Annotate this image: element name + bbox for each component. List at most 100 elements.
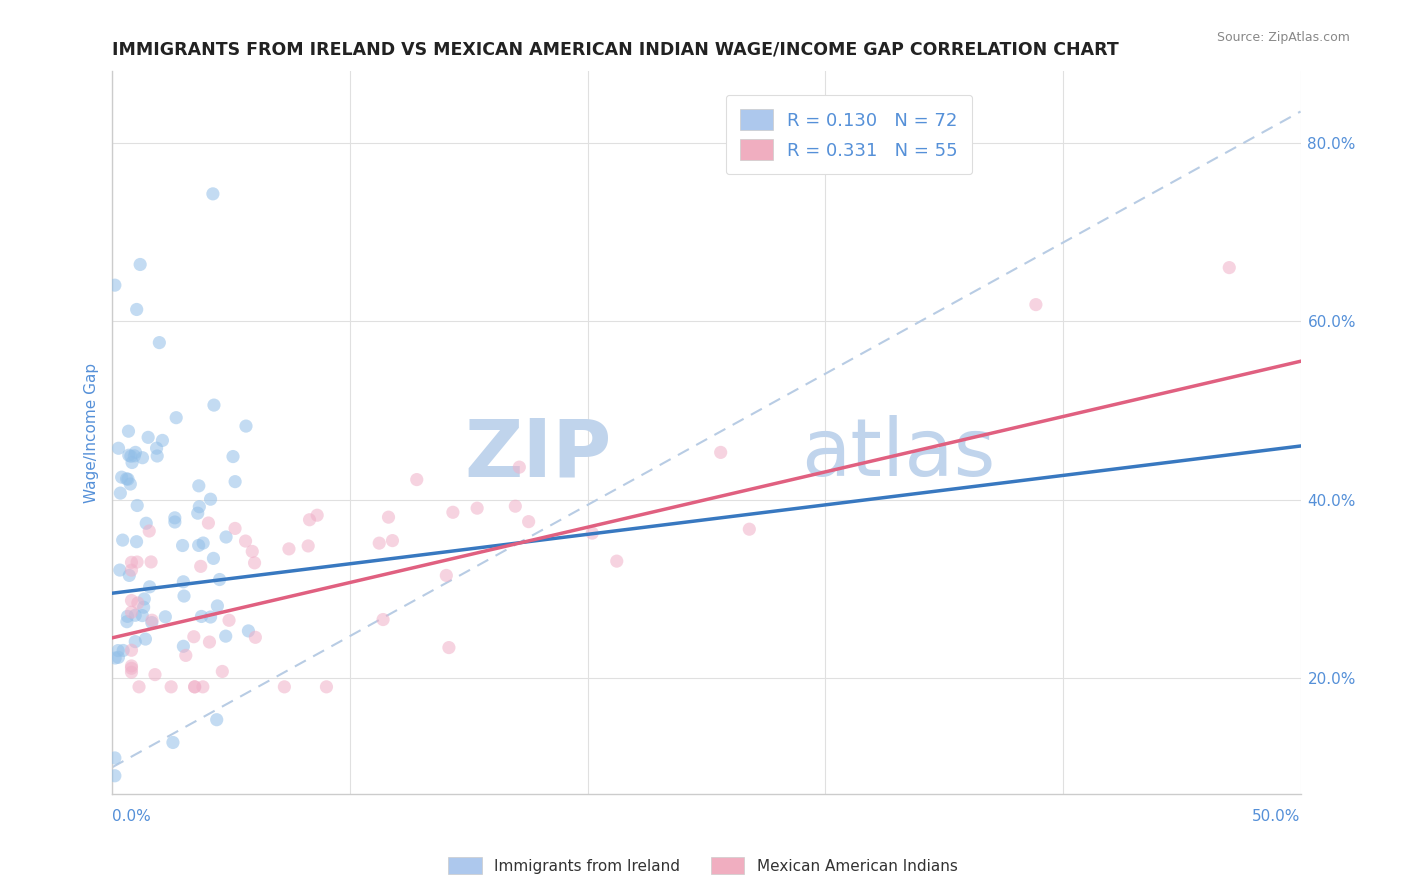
Point xyxy=(127,499,149,513)
Point xyxy=(125,534,148,549)
Point xyxy=(298,513,321,527)
Point xyxy=(224,475,246,489)
Point xyxy=(143,667,166,681)
Point xyxy=(107,643,129,657)
Point xyxy=(124,449,146,463)
Point xyxy=(215,530,238,544)
Point xyxy=(371,613,394,627)
Point xyxy=(107,442,129,456)
Point xyxy=(162,735,184,749)
Point xyxy=(121,456,143,470)
Point xyxy=(104,278,127,293)
Point xyxy=(111,470,134,484)
Point xyxy=(111,533,134,547)
Point xyxy=(377,510,399,524)
Point xyxy=(205,713,228,727)
Point xyxy=(138,580,160,594)
Point xyxy=(121,563,143,577)
Point xyxy=(134,632,156,646)
Point xyxy=(243,556,266,570)
Point xyxy=(1025,297,1047,311)
Point xyxy=(152,434,174,448)
Point xyxy=(505,499,527,513)
Point xyxy=(245,630,267,644)
Point xyxy=(405,473,427,487)
Point xyxy=(141,613,163,627)
Point xyxy=(124,608,146,623)
Point xyxy=(315,680,337,694)
Point xyxy=(441,505,464,519)
Point xyxy=(738,522,761,536)
Point xyxy=(208,573,231,587)
Text: IMMIGRANTS FROM IRELAND VS MEXICAN AMERICAN INDIAN WAGE/INCOME GAP CORRELATION C: IMMIGRANTS FROM IRELAND VS MEXICAN AMERI… xyxy=(112,41,1119,59)
Point xyxy=(218,613,240,627)
Point xyxy=(121,605,143,619)
Point xyxy=(201,186,224,201)
Y-axis label: Wage/Income Gap: Wage/Income Gap xyxy=(83,362,98,503)
Point xyxy=(117,424,139,438)
Text: ZIP: ZIP xyxy=(464,416,612,493)
Point xyxy=(104,651,127,665)
Point xyxy=(172,539,194,553)
Point xyxy=(104,769,127,783)
Point xyxy=(188,500,211,514)
Point xyxy=(183,680,205,694)
Point xyxy=(132,600,155,615)
Point xyxy=(278,541,301,556)
Point xyxy=(434,568,457,582)
Point xyxy=(121,661,143,675)
Point xyxy=(437,640,460,655)
Point xyxy=(191,536,214,550)
Point xyxy=(187,506,209,520)
Text: 0.0%: 0.0% xyxy=(112,809,152,823)
Point xyxy=(115,615,138,629)
Point xyxy=(198,635,221,649)
Point xyxy=(202,551,225,566)
Point xyxy=(187,479,209,493)
Point xyxy=(146,449,169,463)
Point xyxy=(136,430,159,444)
Point xyxy=(197,516,219,530)
Point xyxy=(240,544,263,558)
Point xyxy=(273,680,295,694)
Point xyxy=(139,555,162,569)
Point xyxy=(129,258,152,272)
Point xyxy=(108,563,131,577)
Point xyxy=(131,450,153,465)
Point xyxy=(465,501,488,516)
Point xyxy=(381,533,404,548)
Legend: R = 0.130   N = 72, R = 0.331   N = 55: R = 0.130 N = 72, R = 0.331 N = 55 xyxy=(725,95,973,175)
Point xyxy=(121,659,143,673)
Point xyxy=(117,609,139,624)
Point xyxy=(224,521,246,535)
Point xyxy=(115,472,138,486)
Point xyxy=(107,650,129,665)
Point xyxy=(581,526,603,541)
Point xyxy=(121,665,143,680)
Point xyxy=(202,398,225,412)
Point xyxy=(172,640,194,654)
Point xyxy=(145,441,167,455)
Point xyxy=(121,643,143,657)
Point xyxy=(235,534,257,549)
Point xyxy=(211,665,233,679)
Point xyxy=(148,335,170,350)
Point xyxy=(184,680,207,694)
Text: atlas: atlas xyxy=(801,416,995,493)
Point xyxy=(173,589,195,603)
Point xyxy=(307,508,329,523)
Point xyxy=(138,524,160,538)
Point xyxy=(112,643,135,657)
Point xyxy=(110,486,132,500)
Point xyxy=(125,302,148,317)
Point xyxy=(135,516,157,531)
Point xyxy=(155,609,177,624)
Point xyxy=(238,624,260,638)
Point xyxy=(207,599,229,613)
Point xyxy=(200,492,222,507)
Legend: Immigrants from Ireland, Mexican American Indians: Immigrants from Ireland, Mexican America… xyxy=(443,851,963,880)
Point xyxy=(163,515,186,529)
Point xyxy=(187,538,209,552)
Point xyxy=(606,554,628,568)
Point xyxy=(128,680,150,694)
